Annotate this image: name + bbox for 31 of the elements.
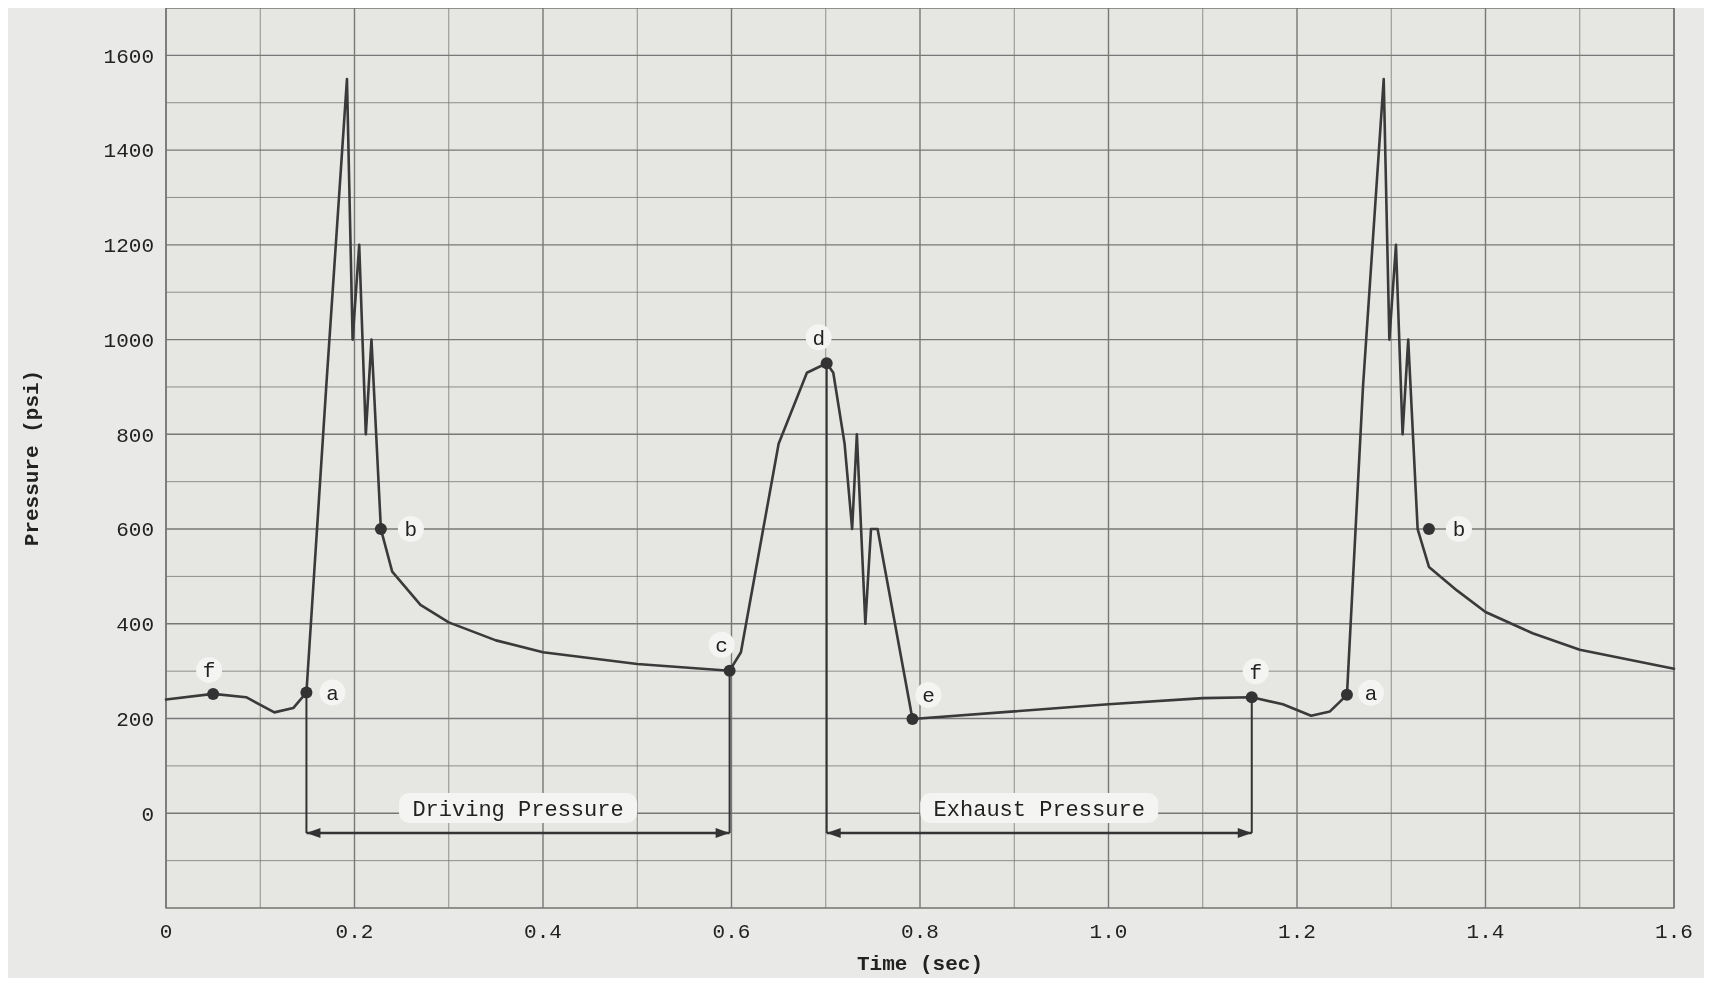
x-tick-label: 1.2 [1278, 921, 1316, 944]
annotation: c [715, 635, 728, 659]
x-axis-title: Time (sec) [856, 953, 984, 976]
annotation: a [326, 682, 339, 706]
y-tick-label: 1600 [103, 45, 154, 69]
x-tick-label: 0.6 [712, 921, 751, 944]
y-tick-label: 1200 [103, 235, 154, 259]
annotation: e [922, 685, 935, 709]
y-tick-label: 0 [141, 803, 154, 827]
y-tick-label: 200 [116, 708, 154, 732]
annotation: b [404, 519, 418, 543]
y-tick-label: 1400 [103, 140, 154, 164]
annotation: f [202, 660, 216, 684]
y-axis-title: Pressure (psi) [21, 369, 44, 547]
annotation: d [812, 327, 825, 351]
y-tick-label: 400 [116, 614, 154, 638]
annotation: Exhaust Pressure [933, 797, 1145, 823]
annotation: Driving Pressure [412, 797, 624, 823]
x-tick-label: 1.6 [1655, 921, 1693, 944]
x-tick-label: 0.2 [335, 921, 374, 944]
y-tick-label: 800 [116, 424, 154, 448]
annotation: f [1249, 661, 1263, 685]
annotation: b [1452, 519, 1466, 543]
x-tick-label: 0.4 [524, 921, 562, 944]
y-tick-label: 1000 [103, 329, 154, 353]
x-tick-label: 0.8 [901, 921, 939, 944]
y-tick-label: 600 [116, 519, 154, 543]
x-tick-label: 0 [159, 921, 173, 944]
x-tick-label: 1.4 [1466, 921, 1505, 944]
annotation: a [1364, 683, 1378, 707]
x-tick-label: 1.0 [1089, 921, 1128, 944]
